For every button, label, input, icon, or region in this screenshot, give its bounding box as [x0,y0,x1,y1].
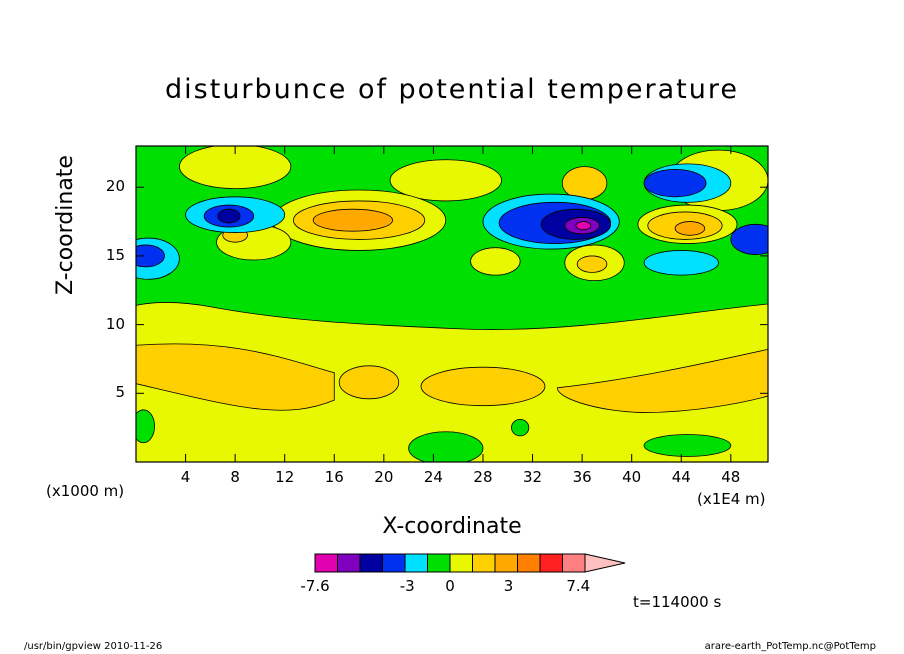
y-tick-label: 15 [105,245,125,264]
x-tick-label: 40 [622,468,642,486]
colorbar-label: -7.6 [300,577,330,595]
cold-anomaly-edge-blue [136,244,165,268]
colorbar-box-7 [472,553,496,573]
green-bottom-patch-4 [643,434,732,457]
yellow-patch-mid-2 [470,247,521,276]
yellow-top-patch-1 [178,146,292,189]
orange-lower-patch-2 [338,365,400,400]
x-tick-label: 28 [473,468,493,486]
yellow-top-patch-2 [389,159,502,202]
x-axis-unit: (x1E4 m) [697,490,766,508]
warm-anomaly-core [312,208,393,232]
x-tick-label: 48 [721,468,741,486]
x-tick-label: 32 [523,468,543,486]
cold-anomaly-low-cyan [643,250,719,276]
y-tick-label: 5 [115,383,125,402]
x-tick-label: 44 [671,468,691,486]
footer-left: /usr/bin/gpview 2010-11-26 [24,641,163,652]
x-axis-label: X-coordinate [382,514,522,539]
cold-anomaly-core [575,221,592,231]
colorbar-arrow [584,553,626,573]
colorbar-box-9 [517,553,541,573]
colorbar-box-5 [427,553,451,573]
cold-anomaly-left-core [217,208,241,224]
time-label: t=114000 s [633,593,722,611]
cold-anomaly-right-blue [643,168,707,198]
colorbar-box-4 [404,553,428,573]
y-axis-unit: (x1000 m) [46,482,125,500]
colorbar-box-6 [449,553,473,573]
colorbar-box-2 [359,553,383,573]
colorbar-box-0 [314,553,338,573]
field-layer [136,146,768,462]
warm-anomaly-right-core [674,221,706,236]
colorbar-box-1 [337,553,361,573]
cold-anomaly-right-edge [730,223,768,255]
chart-title: disturbunce of potential temperature [165,74,739,105]
green-upper-region [136,146,768,330]
x-tick-label: 8 [230,468,240,486]
green-bottom-patch-2 [408,431,484,462]
y-tick-label: 10 [105,314,125,333]
plot-frame [135,145,769,463]
green-bottom-patch-3 [511,419,530,437]
colorbar-label: 7.4 [566,577,591,595]
orange-lower-band-4 [556,348,768,413]
orange-lower-band-1 [136,343,335,411]
x-tick-label: 16 [324,468,344,486]
orange-lower-patch-3 [420,366,546,407]
colorbar-box-8 [494,553,518,573]
x-tick-label: 36 [572,468,592,486]
colorbar-box-11 [562,553,586,573]
x-tick-label: 4 [180,468,191,486]
colorbar-box-10 [539,553,563,573]
x-tick-label: 20 [374,468,394,486]
footer-right: arare-earth_PotTemp.nc@PotTemp [704,641,876,652]
colorbar-label: 3 [503,577,514,595]
x-tick-label: 12 [275,468,295,486]
orange-patch-mid-1 [576,255,608,273]
colorbar-box-3 [382,553,406,573]
y-tick-label: 20 [105,177,125,196]
green-bottom-patch-1 [136,409,155,444]
colorbar-label: 0 [445,577,455,595]
x-tick-label: 24 [423,468,443,486]
colorbar-label: -3 [399,577,415,595]
